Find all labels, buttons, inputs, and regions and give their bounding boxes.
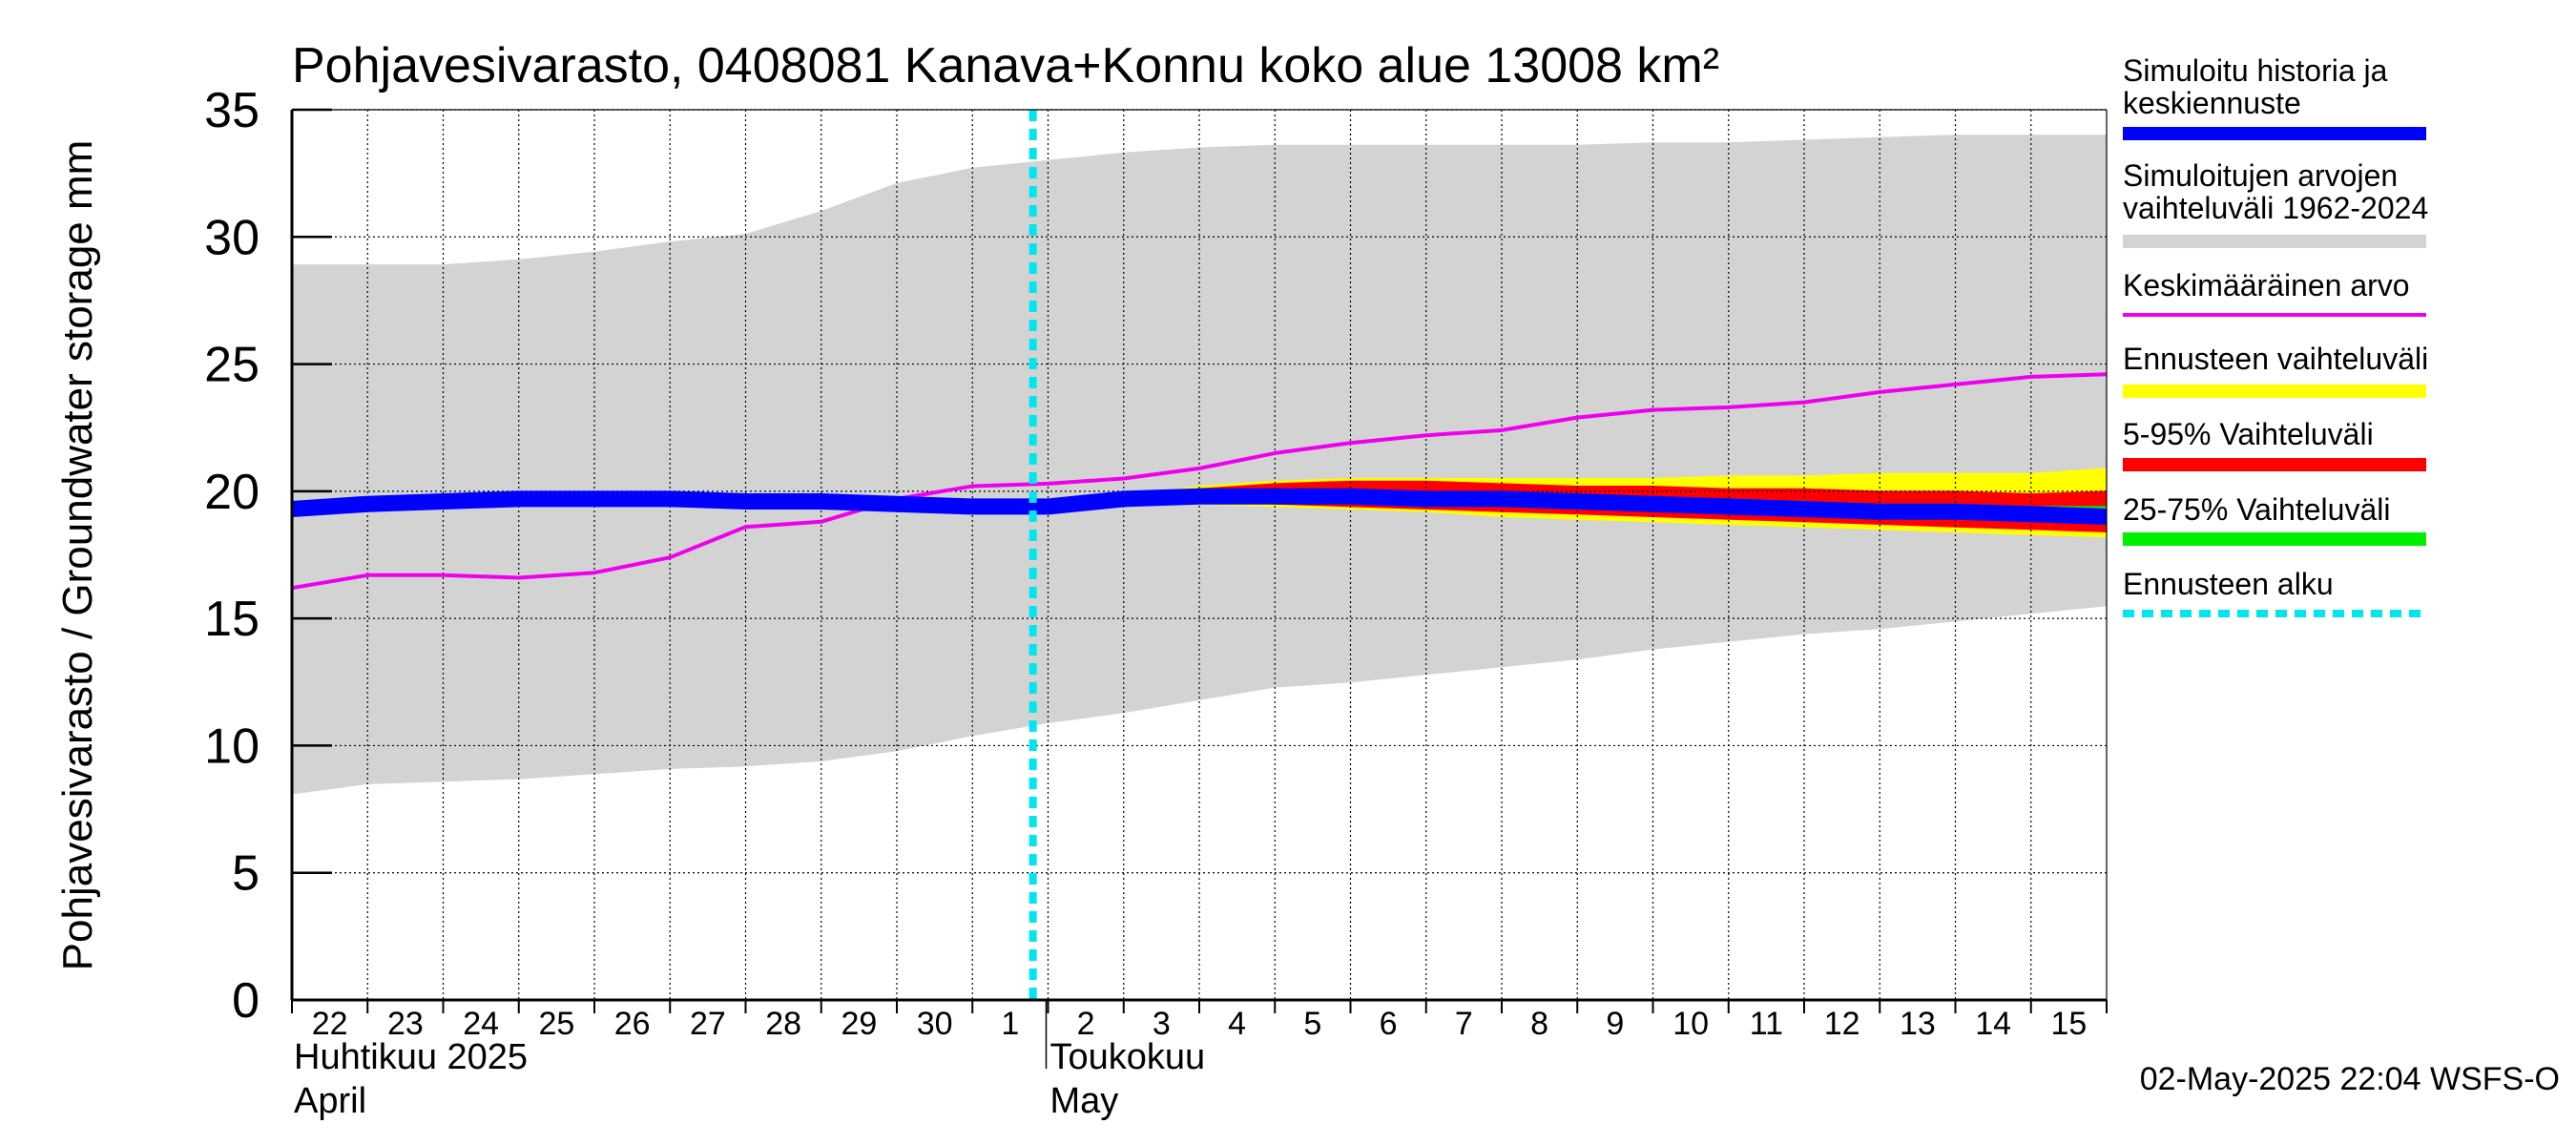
month-label-line1: Toukokuu xyxy=(1050,1037,1206,1077)
y-tick-label: 30 xyxy=(204,210,260,265)
x-tick-label: 4 xyxy=(1228,1006,1246,1042)
series-line-keskimaarainen-arvo xyxy=(291,372,2108,591)
x-tick-label: 27 xyxy=(690,1006,726,1042)
y-axis-title: Pohjavesivarasto / Groundwater storage m… xyxy=(54,140,101,971)
x-tick-label: 29 xyxy=(841,1006,877,1042)
x-tick-label: 15 xyxy=(2050,1006,2087,1042)
x-tick-label: 12 xyxy=(1824,1006,1860,1042)
month-label-line1: Huhtikuu 2025 xyxy=(294,1037,528,1077)
x-tick-label: 23 xyxy=(387,1006,424,1042)
y-tick-label: 10 xyxy=(204,718,260,774)
x-tick-label: 14 xyxy=(1975,1006,2011,1042)
legend-label: Simuloitu historia ja xyxy=(2123,53,2388,88)
y-tick-label: 20 xyxy=(204,465,260,520)
legend-item-keskimaarainen-arvo: Keskimääräinen arvo xyxy=(2123,268,2426,317)
legend-label: Ennusteen vaihteluväli xyxy=(2123,342,2428,376)
y-tick-label: 35 xyxy=(204,83,260,138)
x-tick-label: 3 xyxy=(1153,1006,1171,1042)
month-label-line2: April xyxy=(294,1081,366,1121)
x-tick-label: 24 xyxy=(463,1006,499,1042)
series-line-simuloitu-historia-ja-keskiennuste xyxy=(291,488,2108,525)
chart-title: Pohjavesivarasto, 0408081 Kanava+Konnu k… xyxy=(292,38,1719,94)
legend-item-25-75-vaihteluvali: 25-75% Vaihteluväli xyxy=(2123,492,2426,546)
grid-layer xyxy=(292,109,2107,1000)
x-tick-label: 1 xyxy=(1001,1006,1019,1042)
x-tick-label: 22 xyxy=(312,1006,348,1042)
x-tick-label: 11 xyxy=(1750,1006,1783,1042)
legend-label: 25-75% Vaihteluväli xyxy=(2123,492,2390,527)
x-tick-label: 13 xyxy=(1900,1006,1936,1042)
x-tick-label: 5 xyxy=(1303,1006,1321,1042)
legend-label: vaihteluväli 1962-2024 xyxy=(2123,191,2428,225)
legend-item-5-95-vaihteluvali: 5-95% Vaihteluväli xyxy=(2123,417,2426,471)
legend-label: 5-95% Vaihteluväli xyxy=(2123,417,2374,451)
x-tick-label: 30 xyxy=(917,1006,953,1042)
legend-label: keskiennuste xyxy=(2123,86,2301,120)
lines-layer xyxy=(291,110,2108,1000)
legend-item-ennusteen-vaihteluvali: Ennusteen vaihteluväli xyxy=(2123,342,2428,398)
month-label-line2: May xyxy=(1050,1081,1119,1121)
legend-label: Simuloitujen arvojen xyxy=(2123,158,2398,193)
footer-timestamp: 02-May-2025 22:04 WSFS-O xyxy=(2140,1061,2560,1097)
x-tick-label: 6 xyxy=(1380,1006,1398,1042)
x-tick-label: 28 xyxy=(765,1006,801,1042)
legend-item-ennusteen-alku: Ennusteen alku xyxy=(2123,567,2426,617)
x-tick-label: 2 xyxy=(1077,1006,1095,1042)
x-tick-label: 9 xyxy=(1606,1006,1624,1042)
x-tick-label: 10 xyxy=(1672,1006,1709,1042)
x-tick-label: 7 xyxy=(1455,1006,1473,1042)
legend-layer: Simuloitu historia jakeskiennusteSimuloi… xyxy=(2123,53,2428,617)
legend-label: Keskimääräinen arvo xyxy=(2123,268,2410,302)
y-tick-label: 25 xyxy=(204,338,260,393)
x-tick-label: 26 xyxy=(614,1006,651,1042)
y-tick-label: 15 xyxy=(204,592,260,647)
y-tick-label: 5 xyxy=(232,846,260,902)
x-tick-label: 25 xyxy=(538,1006,574,1042)
x-tick-label: 8 xyxy=(1530,1006,1548,1042)
legend-label: Ennusteen alku xyxy=(2123,567,2334,601)
y-tick-label: 0 xyxy=(232,973,260,1029)
